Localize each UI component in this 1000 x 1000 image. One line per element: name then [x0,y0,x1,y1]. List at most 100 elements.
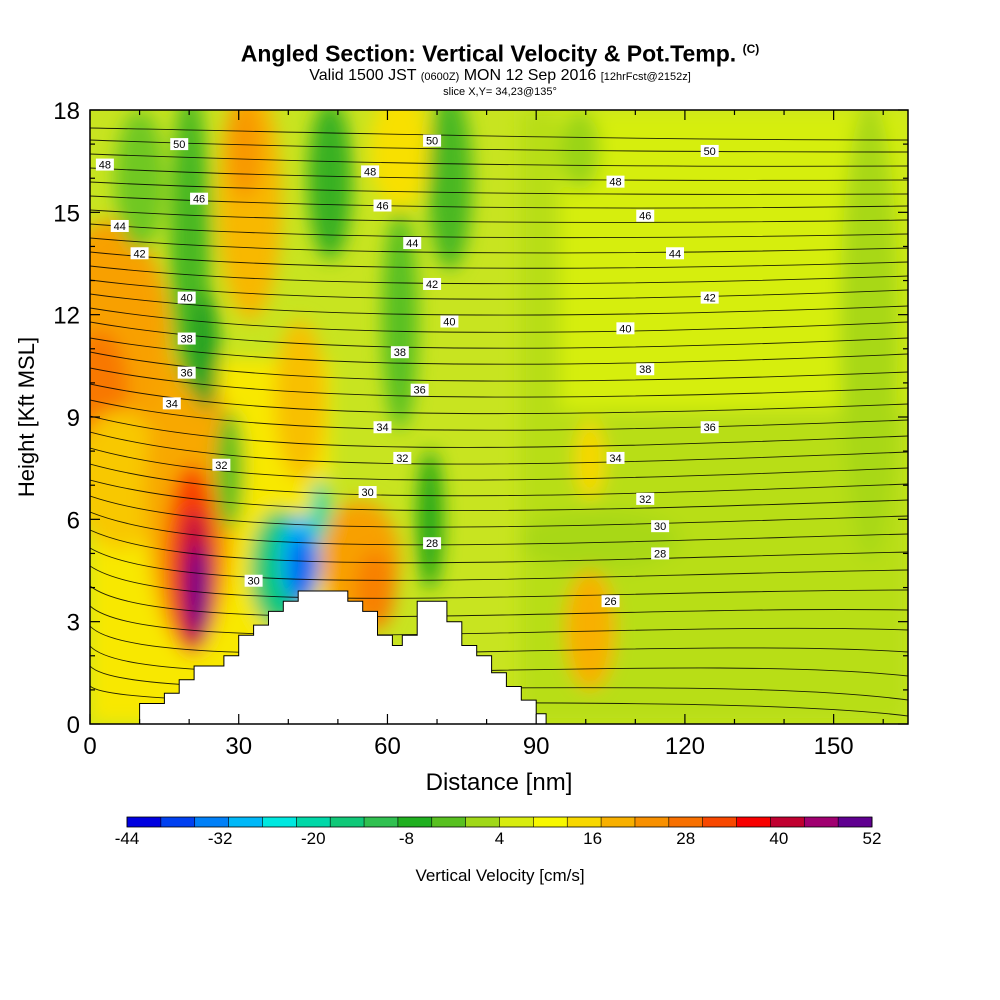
contour-label-text: 42 [426,279,438,291]
colorbar-tick-label: -8 [399,829,414,848]
chart-title: Angled Section: Vertical Velocity & Pot.… [0,36,1000,67]
colorbar-label: Vertical Velocity [cm/s] [415,866,584,885]
contour-label: 46 [373,199,392,213]
contour-label: 46 [636,209,655,223]
valid-date: MON 12 Sep 2016 [463,66,597,84]
contour-label-text: 32 [215,460,227,472]
colorbar-swatch [601,817,636,827]
contour-label: 44 [665,247,684,260]
colorbar-tick-label: 28 [676,829,695,848]
colorbar-swatch [228,817,263,827]
contour-label: 48 [606,175,625,189]
colorbar-swatch [194,817,230,827]
colorbar-swatch [533,817,568,827]
y-tick-label: 0 [67,712,80,739]
colorbar-swatch [262,817,297,827]
contour-label-text: 46 [639,211,651,223]
contour-label: 36 [700,421,719,434]
contour-label-text: 32 [639,494,651,506]
colorbar: -44 -32 -20 -8 4 16 28 40 52 [115,816,882,848]
colorbar-swatch [838,817,873,827]
contour-label-text: 50 [173,139,185,151]
contour-label-text: 38 [394,347,406,359]
slice-info: slice X,Y= 34,23@135° [443,85,557,98]
colorbar-tick-label: -20 [301,829,326,848]
contour-label: 28 [423,537,442,550]
y-tick-label: 15 [53,200,80,227]
valid-time: Valid 1500 JST (0600Z) MON 12 Sep 2016 [… [0,67,1000,86]
colorbar-swatch [364,817,399,827]
contour-label-text: 26 [604,596,616,608]
contour-label-text: 44 [669,248,681,260]
x-tick-label: 0 [83,733,96,760]
contour-label: 32 [212,458,231,472]
colorbar-swatch [465,817,500,827]
contour-label: 30 [244,574,263,588]
contour-label: 30 [651,520,670,533]
contour-label: 40 [616,322,635,335]
contour-label-text: 30 [654,521,666,533]
colorbar-swatch [634,817,670,827]
contour-label-text: 36 [704,422,716,434]
colorbar-swatch [702,817,738,827]
contour-label-text: 36 [181,368,193,380]
contour-label-text: 34 [376,422,388,434]
x-tick-label: 30 [225,733,252,760]
colorbar-swatch [160,817,196,827]
contour-label-text: 48 [609,177,621,189]
contour-label: 48 [361,165,380,178]
contour-label: 48 [95,158,114,172]
contour-label-text: 30 [247,576,259,588]
contour-label: 50 [423,134,442,148]
colorbar-tick-label: -44 [115,829,140,848]
contour-label-text: 32 [396,453,408,465]
terrain-profile [90,590,908,724]
y-tick-label: 12 [53,303,80,330]
contour-label: 38 [390,346,409,359]
contour-label-text: 48 [99,160,111,172]
x-tick-label: 150 [814,733,854,760]
colorbar-swatch [770,817,805,827]
contour-label-text: 34 [166,398,178,410]
contour-label-text: 40 [443,316,455,328]
colorbar-swatch [736,817,771,827]
x-tick-label: 60 [374,733,401,760]
valid-time-utc: (0600Z) [420,70,460,83]
contour-label-text: 28 [654,548,666,560]
contour-label: 42 [700,291,719,305]
contour-label: 36 [410,383,429,397]
contour-label: 38 [177,332,196,346]
colorbar-swatch [499,817,534,827]
contour-label-text: 40 [181,293,193,305]
contour-label-text: 36 [414,385,426,397]
y-tick-label: 3 [67,610,80,637]
contour-labels: 50 48 46 44 42 40 38 36 34 32 30 50 48 46 44 42 40 38 36 34… [95,134,719,608]
colorbar-tick-label: -32 [208,829,233,848]
contour-label: 42 [130,247,149,260]
contour-label: 26 [601,595,620,608]
contour-label-text: 48 [364,166,376,178]
y-tick-label: 6 [67,507,80,534]
y-tick-label: 18 [53,98,80,125]
contour-label: 42 [423,277,442,291]
colorbar-tick-label: 52 [863,829,882,848]
contour-label: 40 [177,291,196,305]
contour-label-text: 38 [181,334,193,346]
colorbar-swatch [296,817,331,827]
contour-label: 30 [358,486,377,499]
contour-label: 34 [606,451,625,465]
y-tick-label: 9 [67,405,80,432]
contour-label: 50 [170,138,189,151]
x-axis: 0 30 60 90 120 150 [83,110,884,760]
contour-label: 36 [177,366,196,380]
colorbar-tick-label: 40 [769,829,788,848]
contour-label-text: 44 [114,221,126,233]
contour-label-text: 46 [193,194,205,206]
contour-label: 32 [636,492,655,506]
contour-label-text: 46 [376,201,388,213]
colorbar-swatch [431,817,467,827]
chart-title-text: Angled Section: Vertical Velocity & Pot.… [240,40,737,67]
contour-label: 46 [190,192,209,206]
colorbar-swatch [127,817,162,827]
